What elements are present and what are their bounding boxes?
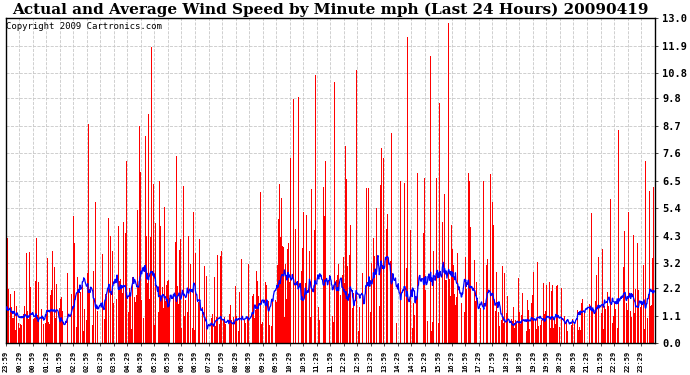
Text: Copyright 2009 Cartronics.com: Copyright 2009 Cartronics.com [6,22,162,31]
Title: Actual and Average Wind Speed by Minute mph (Last 24 Hours) 20090419: Actual and Average Wind Speed by Minute … [12,3,649,17]
